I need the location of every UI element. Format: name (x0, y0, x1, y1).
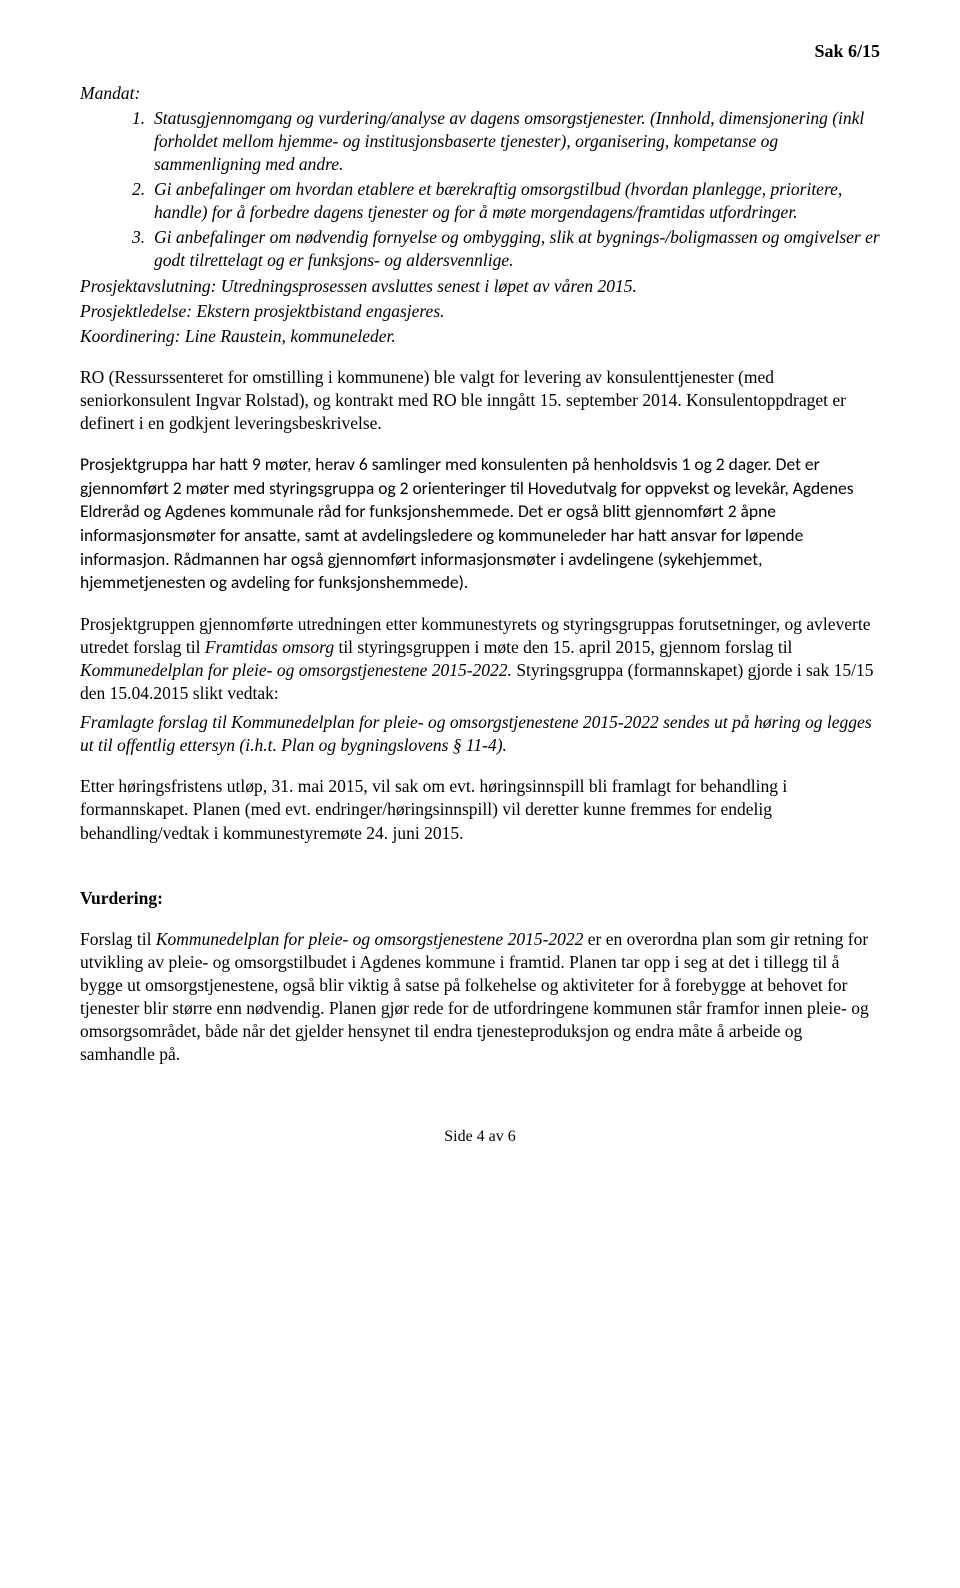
list-number: 1. (132, 107, 154, 176)
mandat-item: 3. Gi anbefalinger om nødvendig fornyels… (132, 226, 880, 272)
text-run-italic: Kommunedelplan for pleie- og omsorgstjen… (156, 929, 584, 949)
vedtak-quote: Framlagte forslag til Kommunedelplan for… (80, 711, 880, 757)
closing-line: Prosjektledelse: Ekstern prosjektbistand… (80, 300, 880, 323)
mandat-list: 1. Statusgjennomgang og vurdering/analys… (80, 107, 880, 273)
page-footer: Side 4 av 6 (80, 1126, 880, 1147)
closing-line: Koordinering: Line Raustein, kommunelede… (80, 325, 880, 348)
vurdering-paragraph: Forslag til Kommunedelplan for pleie- og… (80, 928, 880, 1067)
body-paragraph: RO (Ressurssenteret for omstilling i kom… (80, 366, 880, 435)
body-paragraph: Prosjektgruppen gjennomførte utredningen… (80, 613, 880, 705)
text-run: Forslag til (80, 929, 156, 949)
list-text: Statusgjennomgang og vurdering/analyse a… (154, 107, 880, 176)
body-paragraph: Etter høringsfristens utløp, 31. mai 201… (80, 775, 880, 844)
mandat-closing: Prosjektavslutning: Utredningsprosessen … (80, 275, 880, 348)
list-number: 2. (132, 178, 154, 224)
body-paragraph: Prosjektgruppa har hatt 9 møter, herav 6… (80, 453, 880, 595)
mandat-item: 2. Gi anbefalinger om hvordan etablere e… (132, 178, 880, 224)
list-text: Gi anbefalinger om nødvendig fornyelse o… (154, 226, 880, 272)
mandat-title: Mandat: (80, 82, 880, 105)
text-run: er en overordna plan som gir retning for… (80, 929, 869, 1064)
vurdering-title: Vurdering: (80, 887, 880, 910)
text-run: til styringsgruppen i møte den 15. april… (334, 637, 792, 657)
list-text: Gi anbefalinger om hvordan etablere et b… (154, 178, 880, 224)
closing-line: Prosjektavslutning: Utredningsprosessen … (80, 275, 880, 298)
text-run-italic: Framtidas omsorg (205, 637, 334, 657)
list-number: 3. (132, 226, 154, 272)
page-header-sak: Sak 6/15 (80, 40, 880, 64)
text-run-italic: Kommunedelplan for pleie- og omsorgstjen… (80, 660, 512, 680)
mandat-item: 1. Statusgjennomgang og vurdering/analys… (132, 107, 880, 176)
